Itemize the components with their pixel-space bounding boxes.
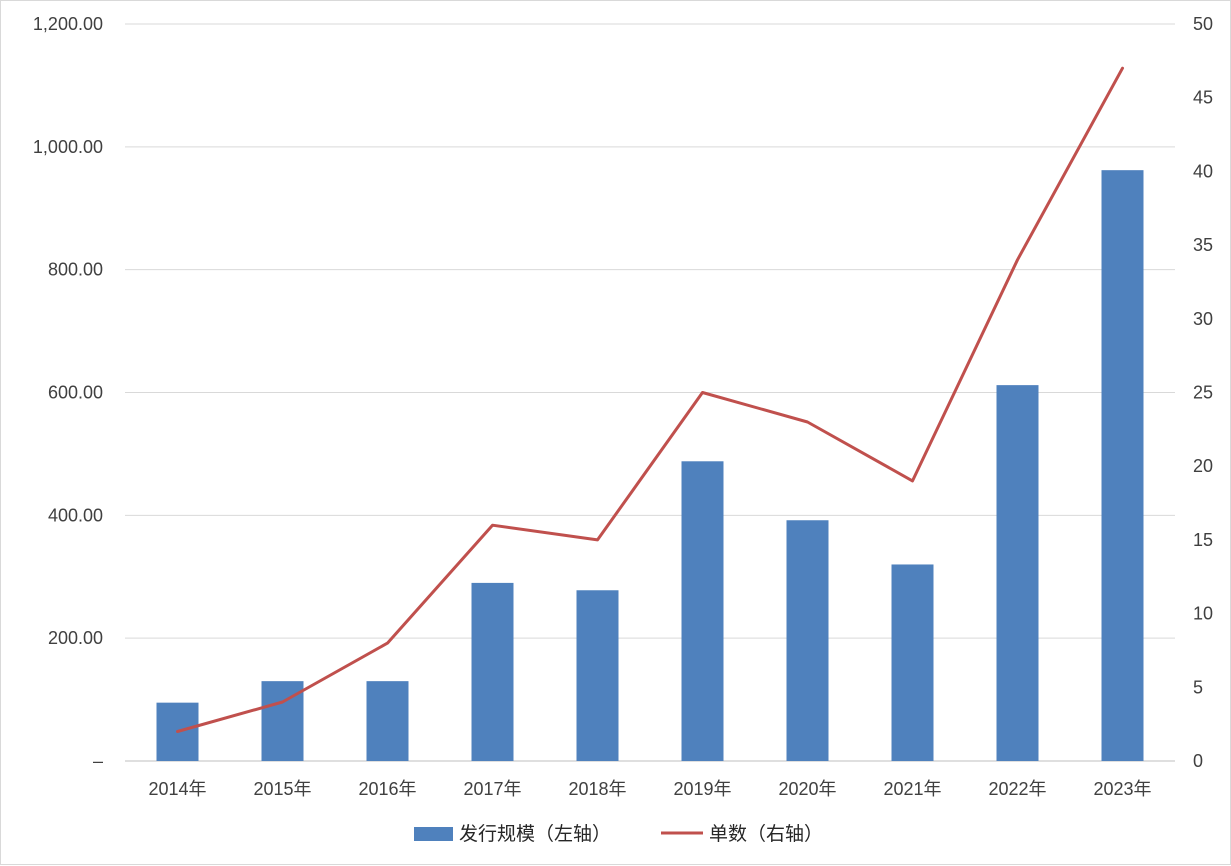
right-tick-label: 15 — [1193, 530, 1213, 550]
bar — [471, 582, 514, 761]
x-tick-label: 2014年 — [148, 779, 206, 799]
x-tick-label: 2017年 — [463, 779, 521, 799]
legend-bar-swatch — [414, 827, 453, 841]
left-tick-label: 800.00 — [48, 260, 103, 280]
right-tick-label: 10 — [1193, 604, 1213, 624]
left-tick-label: 1,200.00 — [33, 14, 103, 34]
left-tick-label: 200.00 — [48, 628, 103, 648]
right-tick-label: 50 — [1193, 14, 1213, 34]
right-tick-label: 40 — [1193, 161, 1213, 181]
x-tick-label: 2021年 — [883, 779, 941, 799]
bar — [891, 564, 934, 761]
right-axis: 0 5 10 15 20 25 30 35 40 45 50 — [1193, 14, 1213, 771]
legend: 发行规模（左轴） 单数（右轴） — [414, 823, 823, 845]
bar — [786, 520, 829, 761]
x-tick-label: 2019年 — [673, 779, 731, 799]
bar — [366, 681, 409, 761]
bar-series — [156, 170, 1144, 762]
right-tick-label: 20 — [1193, 456, 1213, 476]
legend-bar-label: 发行规模（左轴） — [459, 823, 611, 845]
right-tick-label: 45 — [1193, 88, 1213, 108]
x-tick-label: 2023年 — [1093, 779, 1151, 799]
bar — [576, 590, 619, 761]
x-tick-label: 2018年 — [568, 779, 626, 799]
bar — [1101, 170, 1144, 762]
right-tick-label: 5 — [1193, 677, 1203, 697]
line-series — [176, 66, 1124, 733]
series-line — [176, 66, 1124, 733]
x-axis: 2014年 2015年 2016年 2017年 2018年 2019年 2020年 2021年… — [148, 779, 1151, 799]
right-tick-label: 0 — [1193, 751, 1203, 771]
legend-line-label: 单数（右轴） — [709, 823, 823, 845]
right-tick-label: 25 — [1193, 383, 1213, 403]
left-axis: – 200.00 400.00 600.00 800.00 1,000.00 1,200.0… — [33, 14, 103, 771]
left-tick-label: 400.00 — [48, 505, 103, 525]
x-tick-label: 2015年 — [253, 779, 311, 799]
right-tick-label: 30 — [1193, 309, 1213, 329]
bar — [681, 461, 724, 761]
x-tick-label: 2020年 — [778, 779, 836, 799]
x-tick-label: 2016年 — [358, 779, 416, 799]
x-tick-label: 2022年 — [988, 779, 1046, 799]
right-tick-label: 35 — [1193, 235, 1213, 255]
left-tick-label: – — [93, 751, 103, 771]
gridlines — [125, 23, 1175, 762]
left-tick-label: 600.00 — [48, 383, 103, 403]
left-tick-label: 1,000.00 — [33, 137, 103, 157]
bar — [996, 385, 1039, 761]
